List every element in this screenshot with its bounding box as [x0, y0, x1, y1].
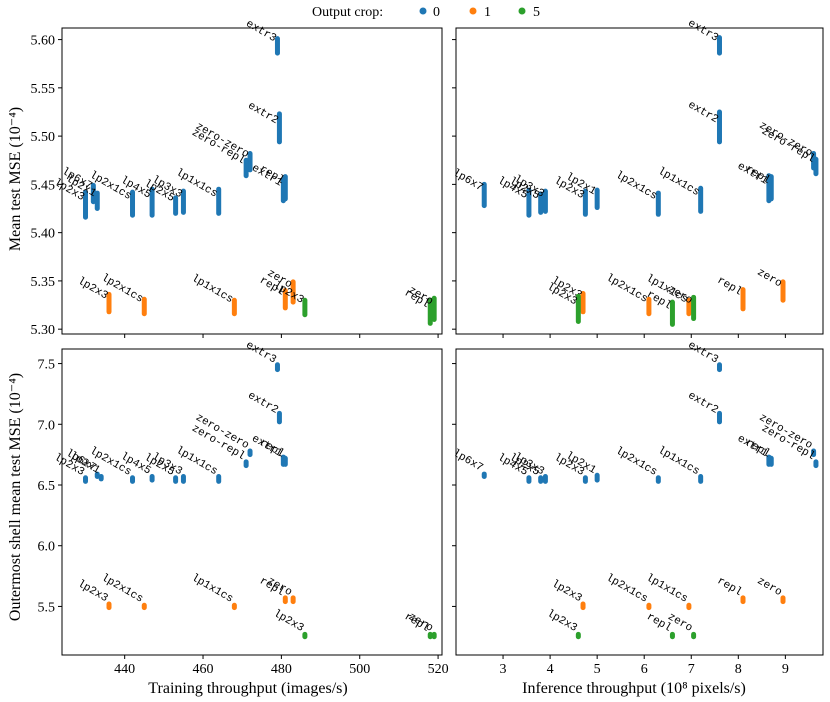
x-tick-label: 7 — [688, 662, 695, 677]
axes-frame — [455, 348, 824, 656]
x-tick-label: 6 — [641, 662, 648, 677]
y-tick-label: 6.0 — [38, 540, 56, 555]
x-tick-label: 460 — [193, 662, 214, 677]
x-tick-label: 520 — [428, 662, 449, 677]
x-tick-label: 480 — [271, 662, 292, 677]
x-tick-label: 5 — [594, 662, 601, 677]
legend-label-5: 5 — [533, 5, 540, 20]
y-tick-label: 5.30 — [31, 323, 56, 338]
y-tick-label: 5.5 — [38, 600, 56, 615]
x-axis-title-left: Training throughput (images/s) — [148, 680, 347, 697]
x-tick-label: 8 — [735, 662, 742, 677]
axes-frame — [61, 348, 443, 656]
y-tick-label: 7.5 — [38, 358, 56, 373]
legend-marker-0 — [419, 7, 427, 15]
y-axis-title-top: Mean test MSE (10⁻⁴) — [7, 107, 24, 251]
legend-marker-1 — [469, 7, 477, 15]
y-tick-label: 5.55 — [31, 82, 56, 97]
y-tick-label: 5.45 — [31, 178, 56, 193]
legend-marker-5 — [518, 7, 526, 15]
y-tick-label: 5.50 — [31, 130, 56, 145]
y-tick-label: 5.35 — [31, 275, 56, 290]
y-tick-label: 5.40 — [31, 227, 56, 242]
y-tick-label: 5.60 — [31, 34, 56, 49]
x-tick-label: 3 — [500, 662, 507, 677]
x-tick-label: 440 — [114, 662, 135, 677]
legend-title: Output crop: — [312, 5, 383, 20]
x-axis-title-right: Inference throughput (10⁸ pixels/s) — [522, 680, 746, 697]
y-tick-label: 7.0 — [38, 418, 56, 433]
legend: Output crop: 0 1 5 — [312, 5, 540, 20]
axes-frame — [455, 27, 824, 335]
legend-label-1: 1 — [484, 5, 491, 20]
y-tick-label: 6.5 — [38, 479, 56, 494]
x-tick-label: 9 — [782, 662, 789, 677]
x-tick-label: 500 — [349, 662, 370, 677]
axes-frame — [61, 27, 443, 335]
legend-label-0: 0 — [433, 5, 440, 20]
x-tick-label: 4 — [547, 662, 554, 677]
y-axis-title-bottom: Outermost shell mean test MSE (10⁻⁴) — [7, 373, 24, 621]
